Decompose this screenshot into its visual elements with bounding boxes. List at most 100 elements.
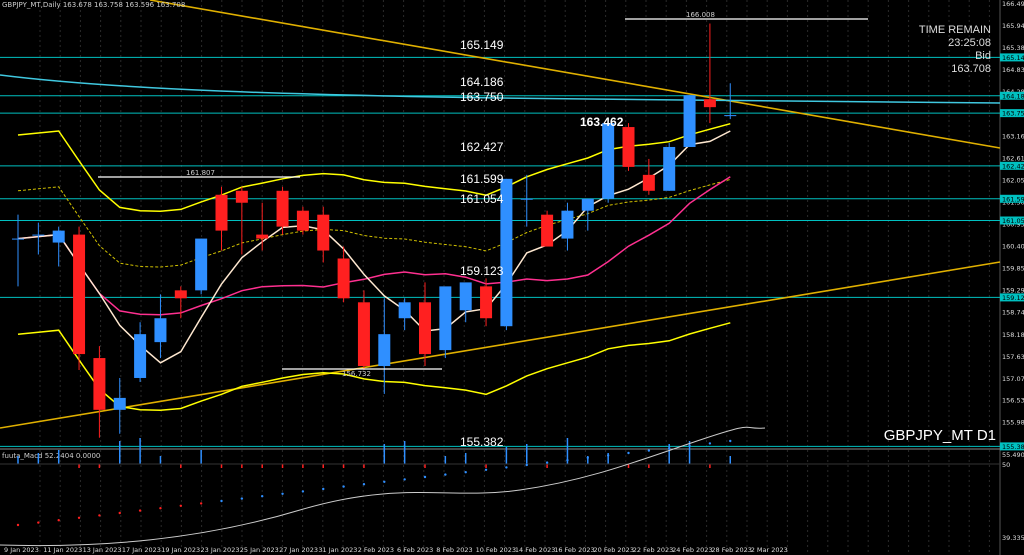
price-tick: 155.980 [1002, 419, 1024, 427]
macd-dot [301, 490, 305, 493]
candle[interactable] [52, 230, 65, 243]
date-tick: 13 Jan 2023 [83, 546, 122, 554]
price-tag: 159.123 [1002, 294, 1024, 302]
macd-dot [484, 468, 488, 471]
descending-trendline[interactable] [149, 0, 1001, 149]
price-tag-bg [1000, 53, 1024, 62]
price-tick: 159.295 [1002, 287, 1024, 295]
macd-dot [403, 478, 406, 481]
level-label: 162.427 [460, 140, 504, 154]
candle[interactable] [419, 302, 431, 355]
candle[interactable] [337, 258, 350, 299]
candle[interactable] [480, 286, 493, 319]
candle[interactable] [500, 178, 513, 327]
candle[interactable] [317, 214, 330, 251]
candle[interactable] [663, 146, 676, 191]
candle[interactable] [32, 234, 45, 236]
candle[interactable] [174, 290, 187, 299]
price-tag: 161.599 [1002, 195, 1024, 203]
date-tick: 19 Jan 2023 [161, 546, 200, 554]
candle[interactable] [215, 194, 228, 231]
candle[interactable] [459, 282, 472, 311]
price-tag-bg [1000, 442, 1024, 451]
candle[interactable] [73, 234, 86, 355]
candle[interactable] [134, 334, 147, 378]
macd-label: fuuta_Macd 52.2404 0.0000 [2, 452, 100, 460]
macd-dot [261, 495, 264, 498]
candle[interactable] [276, 190, 289, 227]
lower-band [17, 322, 731, 412]
date-tick: 25 Jan 2023 [240, 546, 279, 554]
macd-dot [77, 516, 81, 519]
price-tick: 160.950 [1002, 221, 1024, 229]
candle[interactable] [398, 302, 411, 319]
candle[interactable] [602, 123, 615, 199]
price-tag-bg [1000, 293, 1024, 302]
level-label: 165.149 [460, 38, 504, 52]
macd-axis-top: 55.4909 [1002, 451, 1024, 459]
candle[interactable] [703, 99, 716, 108]
candle[interactable] [683, 95, 696, 147]
candle[interactable] [561, 210, 574, 239]
candle[interactable] [439, 286, 452, 351]
bid-value: 163.708 [951, 63, 991, 75]
macd-dot [159, 507, 162, 510]
price-tag: 161.054 [1002, 217, 1024, 225]
date-tick: 6 Feb 2023 [397, 546, 433, 554]
candle[interactable] [154, 318, 167, 343]
candle[interactable] [195, 238, 208, 291]
macd-dot [383, 480, 386, 483]
date-tick: 23 Jan 2023 [201, 546, 240, 554]
candle[interactable] [622, 127, 635, 167]
ascending-trendline[interactable] [0, 261, 1001, 429]
candle[interactable] [378, 334, 391, 367]
candles[interactable] [12, 23, 737, 438]
price-tick: 159.850 [1002, 264, 1024, 272]
candle[interactable] [235, 190, 248, 203]
candle[interactable] [642, 174, 655, 191]
candle[interactable] [724, 115, 737, 117]
date-axis: 9 Jan 2023 11 Jan 2023 13 Jan 2023 17 Jan 2… [4, 546, 788, 554]
macd-dot [362, 483, 366, 486]
macd-dot [118, 511, 121, 515]
price-tick: 157.630 [1002, 353, 1024, 361]
price-tick: 162.055 [1002, 177, 1024, 185]
date-tick: 22 Feb 2023 [633, 546, 673, 554]
chart-title: GBPJPY_MT D1 [884, 427, 996, 444]
date-tick: 10 Feb 2023 [476, 546, 516, 554]
candle[interactable] [357, 302, 370, 367]
swing-label-mid: 161.807 [186, 169, 215, 177]
macd-dot [586, 456, 589, 459]
macd-dot [16, 523, 20, 527]
price-tick: 165.385 [1002, 44, 1024, 52]
date-tick: 31 Jan 2023 [318, 546, 357, 554]
date-tick: 8 Feb 2023 [436, 546, 472, 554]
ma-mid [17, 176, 731, 316]
time-remain-value: 23:25:08 [948, 37, 991, 49]
price-tick: 163.165 [1002, 132, 1024, 140]
candle[interactable] [541, 214, 554, 247]
macd-dot [729, 439, 732, 443]
date-tick: 9 Jan 2023 [4, 546, 39, 554]
candle[interactable] [113, 397, 126, 410]
date-tick: 2 Mar 2023 [751, 546, 788, 554]
candle[interactable] [12, 238, 24, 240]
macd-dot [647, 449, 651, 452]
candle[interactable] [520, 198, 533, 200]
candle[interactable] [296, 210, 309, 231]
macd-dot [240, 497, 244, 500]
candle[interactable] [581, 198, 594, 211]
macd-dot [525, 463, 528, 467]
price-tick: 162.610 [1002, 155, 1024, 163]
date-tick: 11 Jan 2023 [43, 546, 82, 554]
level-labels: 165.149 164.186 163.750 163.462 162.427 … [460, 38, 624, 449]
price-axis: 166.490165.940165.385164.830164.285163.7… [1000, 0, 1024, 451]
candle[interactable] [93, 358, 106, 410]
price-tick: 158.740 [1002, 309, 1024, 317]
level-label: 155.382 [460, 435, 504, 449]
level-label-bold: 163.462 [580, 115, 624, 129]
candle[interactable] [256, 234, 269, 239]
macd-dot [179, 504, 182, 507]
price-tag-bg [1000, 109, 1024, 118]
